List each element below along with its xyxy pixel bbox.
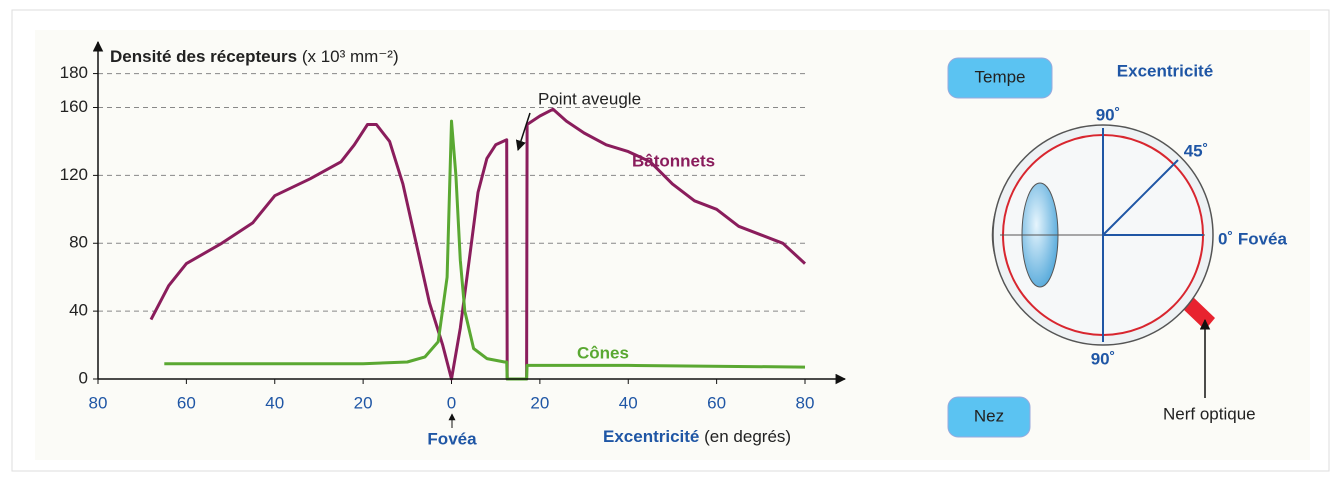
x-tick-label: 60 (707, 393, 726, 412)
angle-label: 90˚ (1091, 349, 1116, 368)
series-label: Cônes (577, 343, 629, 362)
x-tick-label: 80 (796, 393, 815, 412)
y-tick-label: 0 (79, 368, 88, 387)
fovea-label: Fovéa (427, 429, 477, 448)
x-axis-title: Excentricité (en degrés) (603, 427, 791, 446)
y-tick-label: 80 (69, 233, 88, 252)
y-tick-label: 160 (60, 97, 88, 116)
angle-label: 90˚ (1096, 105, 1121, 124)
y-tick-label: 180 (60, 63, 88, 82)
diagram-title: Excentricité (1117, 61, 1213, 80)
x-tick-label: 60 (177, 393, 196, 412)
y-label: Densité des récepteurs (110, 47, 297, 66)
angle-label: 0˚ Fovéa (1218, 229, 1288, 248)
x-tick-label: 20 (530, 393, 549, 412)
button-label: Tempe (974, 67, 1025, 86)
x-unit: (en degrés) (704, 427, 791, 446)
x-tick-label: 0 (447, 393, 456, 412)
x-tick-label: 20 (354, 393, 373, 412)
x-tick-label: 40 (619, 393, 638, 412)
angle-label: 45˚ (1184, 141, 1209, 160)
y-tick-label: 40 (69, 301, 88, 320)
y-axis-title: Densité des récepteurs (x 10³ mm⁻²) (110, 47, 399, 66)
button-label: Nez (974, 406, 1004, 425)
nerve-label: Nerf optique (1163, 404, 1256, 423)
x-label: Excentricité (603, 427, 699, 446)
page: 0 40 80 120 160 180 80 60 40 20 0 20 40 60 80 Densité … (0, 0, 1341, 481)
x-tick-label: 80 (89, 393, 108, 412)
x-tick-label: 40 (265, 393, 284, 412)
y-unit: (x 10³ mm⁻²) (302, 47, 399, 66)
blind-spot-label: Point aveugle (538, 89, 641, 108)
y-tick-label: 120 (60, 165, 88, 184)
series-label: Bâtonnets (632, 151, 715, 170)
